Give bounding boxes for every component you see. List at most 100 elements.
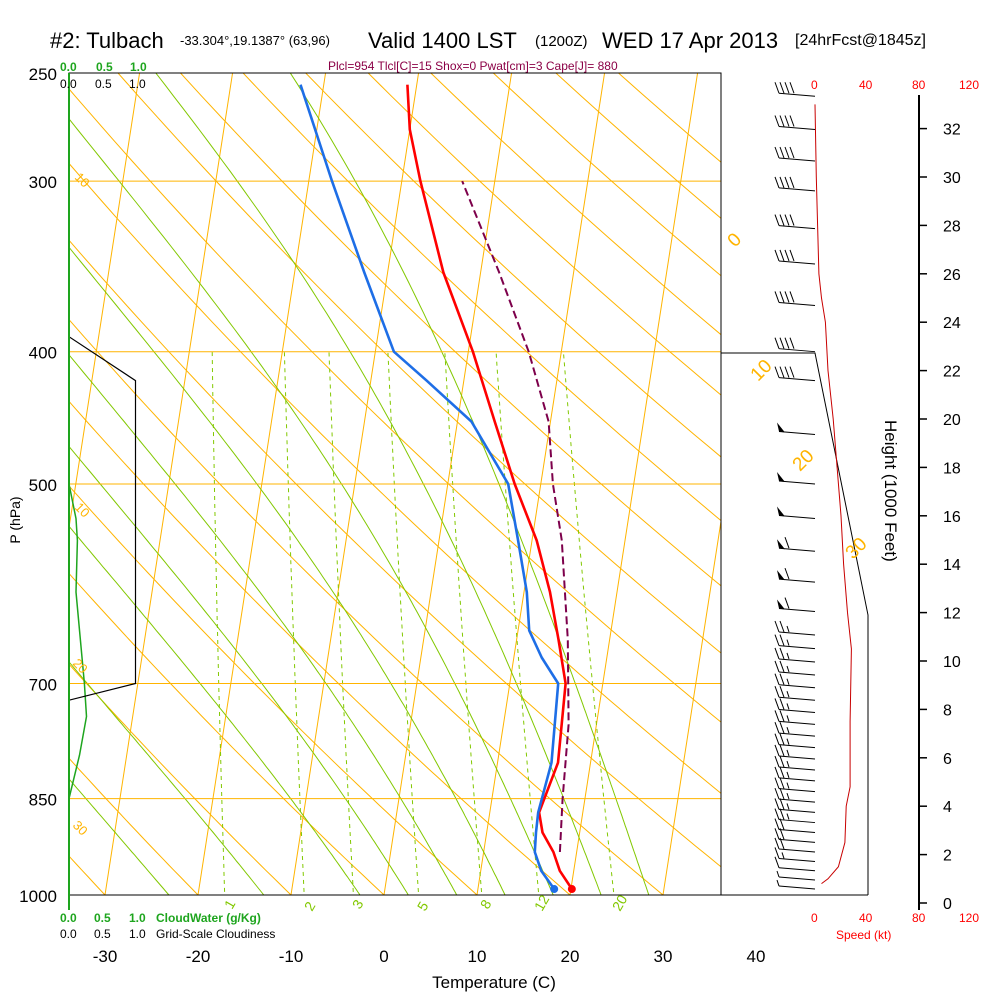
- wind-barb-feather: [784, 537, 790, 549]
- wind-barb: [774, 698, 816, 713]
- mixing-ratio-line: [495, 351, 540, 895]
- mixing-ratio-label: 1: [221, 897, 239, 912]
- wind-barb-feather: [774, 818, 780, 830]
- wind-barb: [776, 879, 816, 890]
- wind-barb-feather: [784, 291, 790, 303]
- wind-barb-half-feather: [776, 879, 780, 887]
- wind-barb-half-feather: [776, 870, 780, 878]
- mixing-ratio-label: 2: [301, 899, 319, 914]
- wind-barb-flag: [777, 570, 785, 581]
- wind-barb-feather: [774, 647, 780, 660]
- dry-adiabat-label: 30: [70, 818, 91, 839]
- wind-barb: [776, 870, 816, 881]
- speed-tick-top: 120: [959, 78, 980, 92]
- cloudiness-tick-top: 1.0: [129, 77, 146, 91]
- dry-adiabat-line: [617, 73, 721, 163]
- wind-barb-feather: [774, 291, 780, 303]
- wind-barb-feather: [789, 291, 795, 303]
- wind-barb-flag: [777, 422, 785, 433]
- wind-barb: [774, 837, 816, 853]
- mixing-ratio-label: 8: [477, 897, 495, 912]
- dry-adiabat-line: [69, 757, 199, 895]
- dry-adiabat-line: [69, 318, 664, 895]
- wind-barb-half-feather: [786, 803, 790, 810]
- wind-barb-staff: [778, 857, 816, 862]
- isotherm-line: [69, 73, 141, 531]
- wind-barb-half-feather: [786, 760, 790, 768]
- wind-barb-feather: [784, 82, 790, 94]
- wind-barb-feather: [779, 777, 785, 789]
- wind-barb-feather: [774, 856, 780, 868]
- wind-barb: [774, 647, 816, 663]
- wind-barb-staff: [778, 377, 816, 382]
- wind-barb-feather: [779, 366, 785, 378]
- cloudiness-tick-top: 0.0: [60, 77, 77, 91]
- height-tick-label: 6: [943, 751, 952, 768]
- speed-tick-bottom: 80: [912, 911, 926, 925]
- height-tick-label: 28: [943, 218, 961, 235]
- isotherm-line: [662, 517, 721, 895]
- wind-barb-half-feather: [786, 813, 790, 820]
- forecast-info: [24hrFcst@1845z]: [795, 32, 926, 49]
- wind-barb-feather: [774, 673, 780, 685]
- speed-tick-top: 80: [912, 78, 926, 92]
- wind-barb-staff: [778, 225, 816, 230]
- zulu-time: (1200Z): [535, 33, 588, 50]
- wind-barb-half-feather: [786, 715, 790, 722]
- cloudwater-axis-label: CloudWater (g/Kg): [156, 911, 261, 925]
- wind-barb: [777, 506, 816, 520]
- mixing-ratio-line: [211, 351, 226, 895]
- mixing-ratio-label: 12: [531, 892, 553, 914]
- cloudiness-axis-label: Grid-Scale Cloudiness: [156, 927, 276, 941]
- dry-adiabat-line: [69, 572, 385, 895]
- wind-barb-feather: [774, 744, 780, 757]
- wind-barb-feather: [789, 337, 795, 349]
- wind-barb-staff: [778, 260, 816, 265]
- wind-barb-half-feather: [786, 625, 790, 633]
- wind-barb-staff: [778, 732, 816, 737]
- wind-barb-half-feather: [786, 665, 790, 673]
- wind-barb-feather: [774, 698, 780, 710]
- isotherm-label: 0: [724, 229, 746, 251]
- wind-barb-feather: [779, 634, 785, 646]
- pressure-tick-label: 1000: [19, 887, 57, 906]
- wind-barb-feather: [784, 597, 790, 609]
- wind-barb-feather: [779, 733, 785, 745]
- isotherm-label: 20: [789, 446, 819, 476]
- wind-barb: [774, 366, 816, 382]
- pressure-tick-label: 250: [29, 65, 57, 84]
- wind-barb-staff: [778, 798, 816, 803]
- wind-barb-feather: [774, 686, 780, 698]
- cloudiness-profile: [69, 336, 137, 701]
- wind-barb-feather: [779, 721, 785, 734]
- wind-barb-feather: [774, 798, 780, 810]
- temperature-tick-label: 20: [561, 947, 580, 966]
- cloudwater-tick-bottom: 0.0: [60, 911, 77, 925]
- wind-barb: [774, 787, 816, 803]
- wind-barb-staff: [778, 720, 816, 725]
- wind-barb: [774, 82, 816, 97]
- wind-barb-feather: [789, 249, 795, 262]
- wind-barb-feather: [784, 567, 790, 580]
- wind-barb-feather: [774, 634, 780, 646]
- height-tick-label: 14: [943, 557, 961, 574]
- wind-barb-half-feather: [786, 678, 790, 685]
- wind-barb-feather: [774, 115, 780, 127]
- x-axis-label: Temperature (C): [432, 973, 556, 992]
- wind-barb-feather: [779, 620, 785, 633]
- wind-barb: [774, 766, 816, 782]
- temperature-tick-label: 0: [379, 947, 388, 966]
- wind-barb-half-feather: [786, 727, 790, 734]
- wind-barb: [774, 808, 816, 824]
- wind-barb-half-feather: [786, 782, 790, 789]
- wind-barb-flag: [777, 599, 785, 610]
- wind-barb-feather: [774, 828, 780, 840]
- wind-barb: [777, 537, 816, 552]
- moist-adiabat-line: [69, 246, 506, 895]
- wind-barb-staff: [778, 684, 816, 689]
- pressure-tick-label: 400: [29, 344, 57, 363]
- wind-barb-feather: [779, 766, 785, 779]
- wind-barb: [774, 660, 816, 676]
- wind-barb: [774, 798, 816, 813]
- isotherm-line: [104, 73, 234, 895]
